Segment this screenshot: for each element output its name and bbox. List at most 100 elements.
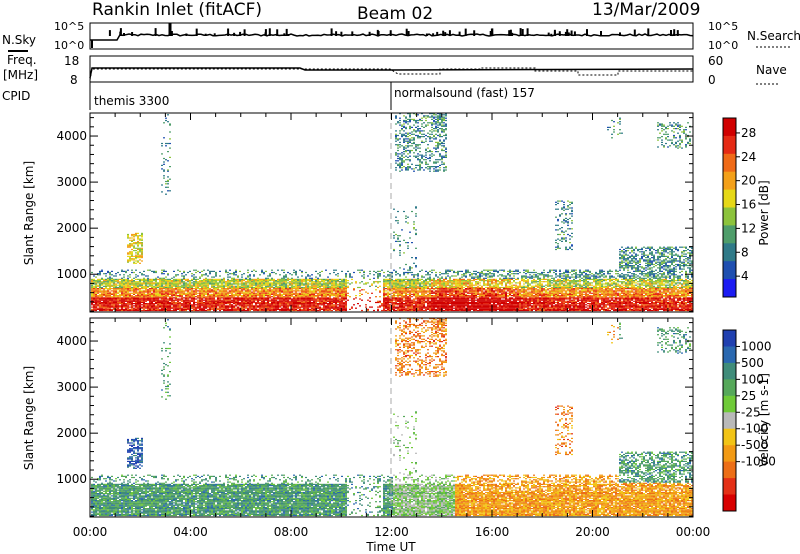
power-cell — [265, 295, 267, 297]
power-cell — [411, 267, 413, 269]
power-cell — [167, 179, 169, 181]
power-cell — [397, 155, 399, 157]
power-cell — [279, 288, 281, 290]
power-cell — [391, 271, 393, 274]
power-cell — [115, 307, 117, 309]
power-cell — [425, 283, 427, 285]
power-cell — [121, 306, 123, 308]
power-cell — [281, 300, 283, 302]
power-cell — [427, 293, 429, 295]
power-cell — [161, 305, 163, 307]
power-cell — [267, 281, 269, 283]
power-cell — [411, 293, 413, 295]
power-cell — [253, 292, 255, 294]
power-cell — [307, 283, 309, 285]
power-cell — [225, 297, 227, 299]
power-cell — [249, 301, 251, 304]
power-cell — [235, 295, 237, 297]
power-cell — [223, 277, 225, 279]
power-cell — [335, 305, 337, 307]
power-cell — [239, 270, 241, 272]
power-cell — [303, 304, 305, 306]
power-cell — [187, 298, 189, 300]
power-cell — [351, 282, 353, 284]
power-cell — [149, 299, 151, 301]
power-cell — [399, 141, 401, 143]
power-cell — [425, 167, 427, 169]
power-cell — [123, 291, 125, 293]
power-cell — [415, 280, 417, 282]
power-cell — [395, 274, 397, 276]
power-cell — [203, 269, 205, 271]
power-cell — [305, 290, 307, 292]
power-cell — [335, 293, 337, 295]
power-cell — [255, 284, 257, 286]
power-cell — [129, 244, 131, 246]
power-cell — [267, 301, 269, 304]
power-cell — [203, 281, 205, 283]
power-cell — [303, 301, 305, 304]
power-cell — [409, 292, 411, 294]
power-cell — [397, 281, 399, 283]
power-cell — [423, 159, 425, 161]
power-cell — [167, 290, 169, 292]
power-cell — [423, 281, 425, 283]
power-cell — [189, 301, 191, 304]
power-cell — [105, 281, 107, 283]
power-cell — [377, 270, 379, 272]
power-cell — [145, 306, 147, 308]
power-cell — [171, 280, 173, 282]
power-cell — [117, 291, 119, 293]
power-cell — [295, 301, 297, 304]
power-cell — [421, 117, 423, 119]
power-cell — [205, 298, 207, 300]
power-cell — [285, 289, 287, 291]
power-cell — [273, 281, 275, 283]
power-cell — [339, 283, 341, 285]
power-cell — [131, 239, 133, 241]
power-cell — [329, 283, 331, 285]
power-cell — [429, 306, 431, 308]
power-cell — [323, 299, 325, 301]
power-cell — [179, 278, 181, 280]
power-cell — [141, 247, 143, 249]
power-cell — [325, 290, 327, 292]
power-cell — [385, 276, 387, 278]
power-cell — [203, 278, 205, 280]
power-cell — [261, 309, 263, 312]
power-cell — [261, 301, 263, 304]
power-cell — [227, 300, 229, 302]
power-cell — [307, 299, 309, 301]
power-cell — [337, 306, 339, 308]
power-cell — [333, 297, 335, 299]
power-cell — [141, 274, 143, 276]
power-cell — [235, 282, 237, 284]
power-cell — [379, 306, 381, 308]
power-cell — [247, 269, 249, 271]
power-cell — [341, 284, 343, 286]
power-cell — [221, 281, 223, 283]
power-cell — [335, 295, 337, 297]
power-cell — [327, 290, 329, 292]
power-cell — [291, 304, 293, 306]
power-cell — [111, 285, 113, 287]
power-cell — [201, 282, 203, 284]
power-cell — [281, 298, 283, 300]
power-cell — [221, 278, 223, 280]
power-cell — [167, 273, 169, 275]
power-cell — [249, 300, 251, 302]
power-cell — [403, 285, 405, 287]
power-cell — [237, 304, 239, 306]
power-cell — [181, 282, 183, 284]
power-cell — [397, 285, 399, 287]
power-cell — [93, 283, 95, 285]
power-cell — [107, 283, 109, 285]
power-cell — [283, 300, 285, 302]
power-cell — [383, 292, 385, 294]
power-cell — [407, 298, 409, 300]
power-cell — [427, 151, 429, 153]
power-cell — [141, 299, 143, 301]
power-cell — [169, 298, 171, 300]
power-cell — [189, 285, 191, 287]
power-cell — [409, 266, 411, 268]
